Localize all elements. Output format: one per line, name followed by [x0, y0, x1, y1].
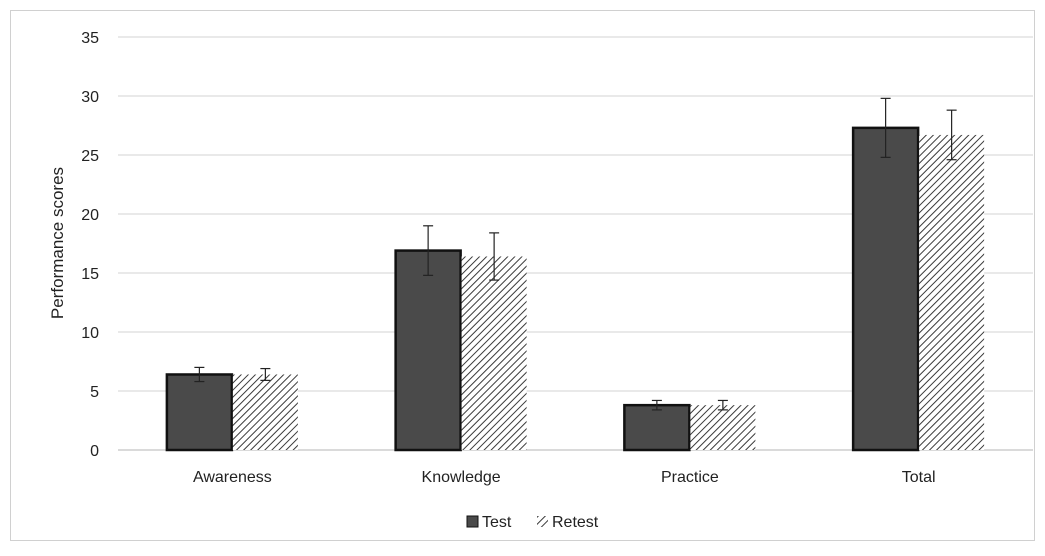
bar-test-knowledge: [394, 249, 462, 452]
error-bars: [194, 97, 957, 411]
legend-label-retest: Retest: [552, 514, 599, 531]
y-tick-labels: 0 5 10 15 20 25 30 35: [81, 30, 99, 460]
y-tick-label: 15: [81, 266, 99, 283]
y-tick-label: 25: [81, 148, 99, 165]
y-axis-label: Performance scores: [48, 167, 67, 319]
bar-retest-knowledge: [461, 256, 527, 450]
bar-retest-awareness: [232, 374, 298, 450]
x-tick-label: Awareness: [193, 469, 272, 486]
legend-swatch-test: [466, 515, 479, 528]
y-tick-label: 35: [81, 30, 99, 47]
bar-test-total: [851, 126, 920, 452]
x-tick-labels: Awareness Knowledge Practice Total: [193, 469, 936, 486]
bar-test-practice: [623, 403, 691, 452]
bars: [165, 126, 985, 452]
x-tick-label: Total: [902, 469, 936, 486]
bar-retest-total: [919, 134, 985, 450]
x-tick-label: Practice: [661, 469, 719, 486]
bar-test-awareness: [165, 373, 234, 452]
y-tick-label: 0: [90, 443, 99, 460]
bar-retest-practice: [690, 405, 756, 450]
legend-swatch-retest: [537, 516, 548, 527]
chart-border: [10, 10, 1035, 541]
y-tick-label: 5: [90, 384, 99, 401]
legend: Test Retest: [466, 514, 599, 531]
y-tick-label: 20: [81, 207, 99, 224]
x-tick-label: Knowledge: [422, 469, 501, 486]
y-tick-label: 30: [81, 89, 99, 106]
legend-label-test: Test: [482, 514, 512, 531]
y-tick-label: 10: [81, 325, 99, 342]
